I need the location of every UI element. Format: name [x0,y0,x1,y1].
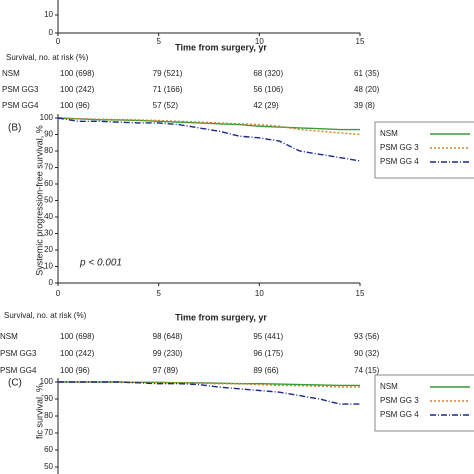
x-tick-label: 10 [255,289,264,298]
y-tick-label: 60 [44,179,53,188]
legend-box [374,121,474,179]
risk-cell: 89 (66) [253,366,279,375]
legend-label: PSM GG 3 [380,143,419,152]
x-axis-label: Time from surgery, yr [175,312,267,322]
p-value: p < 0.001 [79,258,122,269]
risk-row-label: NSM [0,332,18,341]
risk-cell: 100 (698) [60,332,95,341]
panel-label: (B) [8,123,21,134]
x-tick-label: 0 [56,289,61,298]
risk-cell: 68 (320) [253,69,283,78]
risk-row-label: PSM GG4 [2,101,39,110]
risk-cell: 96 (175) [253,349,283,358]
y-tick-label: 10 [44,10,53,19]
y-tick-label: 100 [40,113,54,122]
risk-cell: 97 (89) [153,366,179,375]
risk-table-title: Survival, no. at risk (%) [4,311,87,320]
y-tick-label: 10 [44,262,53,271]
risk-cell: 100 (242) [60,349,95,358]
x-tick-label: 10 [255,37,264,46]
legend-label: PSM GG 3 [380,396,419,405]
legend-label: PSM GG 4 [380,410,419,419]
risk-cell: 48 (20) [354,85,380,94]
survival-curve [57,117,360,131]
survival-curve [57,117,361,136]
survival-curve [58,381,360,405]
legend-label: PSM GG 4 [380,157,419,166]
risk-cell: 100 (242) [60,85,95,94]
risk-cell: 39 (8) [354,101,375,110]
y-axis-label: Systemic progression-free survival, % [34,125,44,276]
y-tick-label: 90 [44,130,53,139]
legend-label: NSM [380,382,398,391]
risk-cell: 56 (106) [253,85,283,94]
y-tick-label: 70 [44,163,53,172]
risk-cell: 93 (56) [354,332,380,341]
risk-cell: 99 (230) [153,349,183,358]
y-tick-label: 0 [49,28,54,37]
y-tick-label: 70 [44,428,53,437]
risk-cell: 100 (698) [60,69,95,78]
risk-row-label: PSM GG4 [0,366,37,375]
legend-label: NSM [380,129,398,138]
risk-cell: 100 (96) [60,101,90,110]
panel-label: (C) [8,378,22,389]
y-tick-label: 100 [40,377,54,386]
y-tick-label: 50 [44,462,53,471]
risk-cell: 79 (521) [153,69,183,78]
y-tick-label: 50 [44,196,53,205]
y-axis-label: fic survival, % [34,384,44,439]
risk-cell: 42 (29) [253,101,279,110]
x-tick-label: 5 [156,37,161,46]
y-tick-label: 0 [49,278,54,287]
risk-row-label: NSM [2,69,20,78]
x-tick-label: 15 [356,289,365,298]
risk-row-label: PSM GG3 [2,85,39,94]
y-tick-label: 60 [44,445,53,454]
risk-cell: 90 (32) [354,349,380,358]
risk-cell: 71 (166) [153,85,183,94]
survival-curve [58,381,360,387]
y-tick-label: 20 [44,245,53,254]
y-tick-label: 40 [44,212,53,221]
x-axis-label: Time from surgery, yr [175,42,267,52]
risk-cell: 95 (441) [253,332,283,341]
risk-cell: 57 (52) [153,101,179,110]
y-tick-label: 30 [44,229,53,238]
y-tick-label: 80 [44,146,53,155]
x-tick-label: 5 [156,289,161,298]
y-tick-label: 90 [44,394,53,403]
risk-cell: 98 (648) [153,332,183,341]
risk-cell: 61 (35) [354,69,380,78]
y-tick-label: 80 [44,411,53,420]
risk-row-label: PSM GG3 [0,349,37,358]
legend-box [374,374,474,432]
risk-cell: 74 (15) [354,366,380,375]
x-tick-label: 0 [56,37,61,46]
x-tick-label: 15 [356,37,365,46]
survival-curve [57,117,361,162]
risk-table-title: Survival, no. at risk (%) [6,53,89,62]
risk-cell: 100 (96) [60,366,90,375]
